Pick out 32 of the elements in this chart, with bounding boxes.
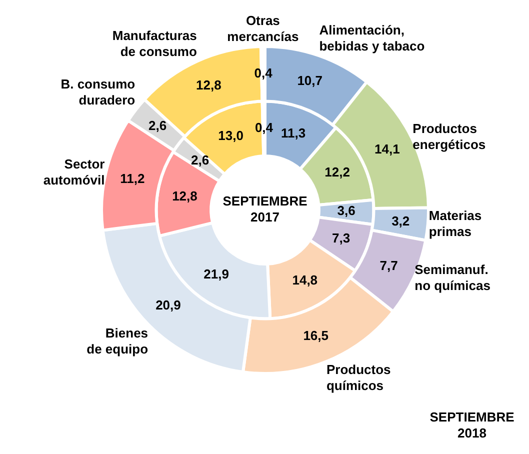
slice-label: Productos químicos (326, 362, 391, 394)
slice-label: B. consumo duradero (60, 76, 136, 108)
data-label: 12,8 (196, 78, 222, 93)
data-label: 16,5 (303, 328, 329, 343)
slice-label: SEPTIEMBRE 2018 (430, 410, 515, 441)
data-label: 2,6 (191, 152, 210, 168)
data-label: 3,6 (337, 203, 356, 218)
data-label: 14,8 (292, 272, 318, 288)
data-label: 2,6 (148, 118, 167, 134)
data-label: 21,9 (204, 266, 229, 282)
data-label: 3,2 (392, 213, 410, 228)
data-label: 14,1 (374, 142, 400, 157)
slice-label: Sector automóvil (43, 156, 105, 188)
slice-label: Alimentación, bebidas y tabaco (319, 22, 425, 54)
data-label: 7,3 (332, 230, 350, 246)
slice-label: Materias primas (428, 208, 482, 239)
slice-label: Manufacturas de consumo (112, 28, 197, 59)
data-label: 13,0 (218, 128, 244, 143)
data-label: 11,2 (120, 170, 145, 186)
data-label: 0,4 (254, 120, 274, 136)
data-label: 10,7 (297, 73, 323, 88)
data-label: 7,7 (380, 258, 398, 274)
data-label: 20,9 (156, 297, 181, 312)
data-label: 0,4 (254, 65, 274, 80)
slice-label: Otras mercancías (227, 13, 299, 44)
slice-label: SEPTIEMBRE 2017 (222, 194, 308, 225)
data-label: 11,3 (281, 125, 306, 140)
data-label: 12,8 (172, 188, 198, 204)
data-label: 12,2 (324, 164, 350, 180)
slice-label: Bienes de equipo (86, 325, 148, 356)
slice-label: Productos energéticos (412, 121, 486, 152)
slice-label: Semimanuf. no químicas (414, 262, 490, 293)
